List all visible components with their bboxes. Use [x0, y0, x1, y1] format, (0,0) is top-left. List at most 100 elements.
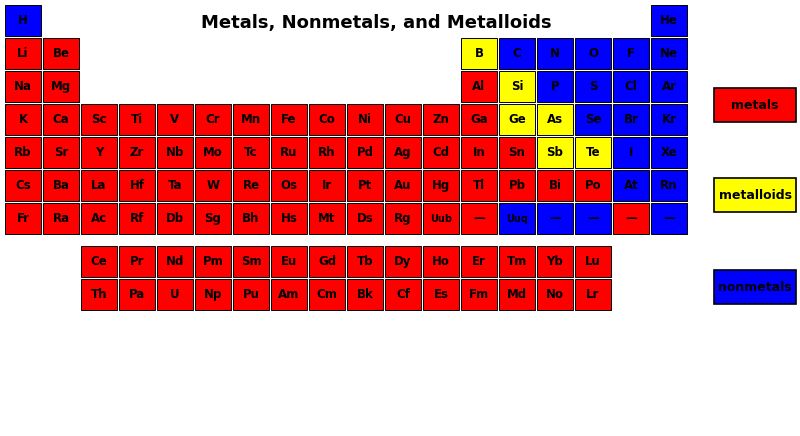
Bar: [43, 71, 79, 102]
Text: Yb: Yb: [546, 255, 563, 268]
Bar: [423, 279, 459, 310]
Bar: [575, 137, 611, 168]
Bar: [461, 246, 497, 277]
Text: F: F: [627, 47, 635, 60]
Text: metalloids: metalloids: [718, 188, 791, 201]
Text: Ge: Ge: [508, 113, 526, 126]
Bar: [119, 170, 155, 201]
Text: —: —: [625, 212, 637, 225]
Bar: [195, 104, 231, 135]
Bar: [385, 246, 421, 277]
Bar: [613, 38, 649, 69]
Text: Tm: Tm: [507, 255, 527, 268]
Text: Ba: Ba: [53, 179, 70, 192]
Bar: [499, 71, 535, 102]
Bar: [271, 170, 307, 201]
Text: Cm: Cm: [317, 288, 338, 301]
Bar: [651, 5, 687, 36]
Bar: [537, 137, 573, 168]
Bar: [537, 246, 573, 277]
Text: Al: Al: [473, 80, 486, 93]
Bar: [157, 137, 193, 168]
Text: W: W: [206, 179, 219, 192]
Bar: [461, 104, 497, 135]
Text: Tb: Tb: [357, 255, 374, 268]
Bar: [575, 71, 611, 102]
Text: Pu: Pu: [242, 288, 259, 301]
Bar: [613, 137, 649, 168]
Text: Rh: Rh: [318, 146, 336, 159]
Text: K: K: [18, 113, 27, 126]
Text: Cr: Cr: [206, 113, 220, 126]
Text: Fm: Fm: [469, 288, 489, 301]
Text: Cu: Cu: [394, 113, 411, 126]
Text: Am: Am: [278, 288, 300, 301]
Text: U: U: [170, 288, 180, 301]
Text: —: —: [549, 212, 561, 225]
Text: Te: Te: [586, 146, 600, 159]
Bar: [81, 137, 117, 168]
Text: Kr: Kr: [662, 113, 677, 126]
Text: I: I: [629, 146, 633, 159]
Text: Hg: Hg: [432, 179, 450, 192]
Bar: [5, 38, 41, 69]
Bar: [157, 279, 193, 310]
Bar: [651, 170, 687, 201]
Text: Cs: Cs: [15, 179, 31, 192]
Text: Bi: Bi: [549, 179, 562, 192]
Text: Pm: Pm: [202, 255, 223, 268]
Text: Rg: Rg: [394, 212, 412, 225]
Text: Ru: Ru: [280, 146, 298, 159]
Bar: [613, 71, 649, 102]
Bar: [499, 38, 535, 69]
Text: Zn: Zn: [433, 113, 450, 126]
Text: C: C: [513, 47, 522, 60]
Text: Ag: Ag: [394, 146, 412, 159]
Bar: [233, 137, 269, 168]
Text: Mn: Mn: [241, 113, 261, 126]
Bar: [575, 246, 611, 277]
Bar: [651, 104, 687, 135]
Bar: [423, 203, 459, 234]
Text: Gd: Gd: [318, 255, 336, 268]
Text: Sc: Sc: [91, 113, 106, 126]
Text: Nd: Nd: [166, 255, 184, 268]
Text: Es: Es: [434, 288, 449, 301]
Bar: [714, 178, 796, 212]
Bar: [347, 137, 383, 168]
Bar: [537, 279, 573, 310]
Text: Lu: Lu: [585, 255, 601, 268]
Bar: [43, 38, 79, 69]
Text: Re: Re: [242, 179, 259, 192]
Text: Xe: Xe: [661, 146, 678, 159]
Text: Ce: Ce: [90, 255, 107, 268]
Bar: [651, 38, 687, 69]
Bar: [119, 203, 155, 234]
Text: Pb: Pb: [509, 179, 526, 192]
Bar: [43, 203, 79, 234]
Bar: [461, 203, 497, 234]
Bar: [43, 104, 79, 135]
Text: S: S: [589, 80, 598, 93]
Text: Metals, Nonmetals, and Metalloids: Metals, Nonmetals, and Metalloids: [201, 14, 551, 32]
Text: Br: Br: [623, 113, 638, 126]
Bar: [271, 137, 307, 168]
Bar: [347, 203, 383, 234]
Text: Lr: Lr: [586, 288, 600, 301]
Bar: [81, 279, 117, 310]
Text: Si: Si: [510, 80, 523, 93]
Text: La: La: [91, 179, 106, 192]
Text: Y: Y: [95, 146, 103, 159]
Bar: [119, 137, 155, 168]
Bar: [499, 170, 535, 201]
Text: Bh: Bh: [242, 212, 260, 225]
Text: Ho: Ho: [432, 255, 450, 268]
Bar: [575, 170, 611, 201]
Bar: [271, 203, 307, 234]
Bar: [271, 246, 307, 277]
Bar: [423, 170, 459, 201]
Text: Os: Os: [281, 179, 298, 192]
Bar: [157, 203, 193, 234]
Text: Dy: Dy: [394, 255, 412, 268]
Text: Mo: Mo: [203, 146, 223, 159]
